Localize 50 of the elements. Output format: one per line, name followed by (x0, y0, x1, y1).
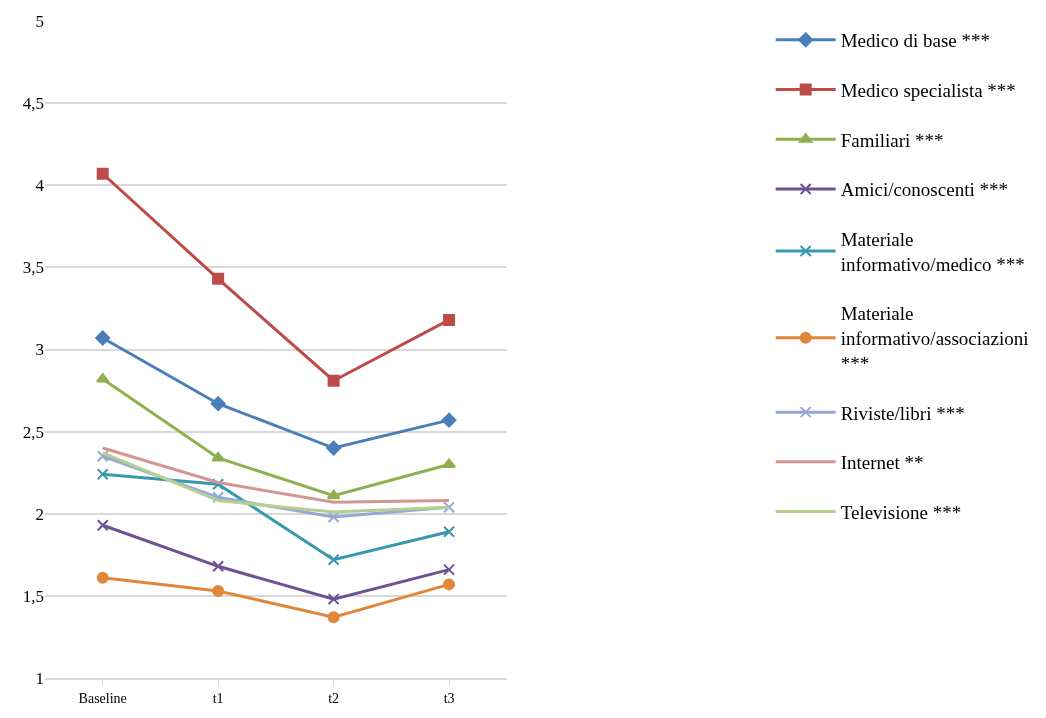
x-tick-label: t3 (443, 690, 455, 706)
legend-label: Internet ** (840, 452, 924, 474)
legend-label: Materiale informativo/medico *** (840, 229, 1025, 275)
point (443, 313, 456, 326)
legend-label: Familiari *** (840, 129, 944, 151)
legend-label: Medico specialista *** (840, 79, 1016, 101)
y-tick-label: 4,5 (22, 94, 44, 114)
legend-label: Televisione *** (840, 501, 962, 523)
y-tick-label: 3 (35, 340, 44, 360)
legend-label: Medico di base *** (840, 30, 990, 52)
point (96, 519, 109, 532)
point (327, 593, 340, 606)
point (211, 451, 225, 462)
point (326, 489, 341, 500)
y-tick-label: 3,5 (22, 258, 44, 278)
point (212, 478, 225, 491)
point (210, 396, 226, 412)
y-tick-label: 1 (35, 668, 44, 688)
point (95, 330, 111, 346)
point (212, 584, 225, 597)
point (96, 167, 109, 180)
point (443, 501, 456, 514)
point (96, 571, 109, 584)
point (212, 491, 225, 504)
legend-label: Riviste/libri *** (840, 402, 965, 424)
x-tick-label: Baseline (78, 690, 127, 706)
y-tick-label: 2 (35, 504, 44, 524)
point (441, 412, 457, 428)
point (327, 611, 340, 624)
line-series (101, 446, 451, 504)
point (96, 468, 109, 481)
legend-label: Amici/conoscenti *** (840, 179, 1008, 201)
point (443, 578, 456, 591)
point (212, 560, 225, 573)
point (326, 440, 342, 456)
point (327, 374, 340, 387)
x-tick-label: t2 (328, 690, 340, 706)
point (96, 450, 109, 463)
line-series (101, 451, 451, 514)
point (443, 563, 456, 576)
y-tick-label: 5 (35, 11, 44, 31)
x-tick-label: t1 (212, 690, 224, 706)
point (442, 458, 456, 468)
y-tick-label: 4 (35, 176, 45, 196)
y-tick-label: 1,5 (22, 586, 44, 606)
point (327, 553, 340, 566)
legend-label: Materiale informativo/associazioni *** (840, 303, 1029, 374)
point (212, 272, 225, 285)
point (443, 525, 456, 538)
y-tick-label: 2,5 (22, 422, 44, 442)
